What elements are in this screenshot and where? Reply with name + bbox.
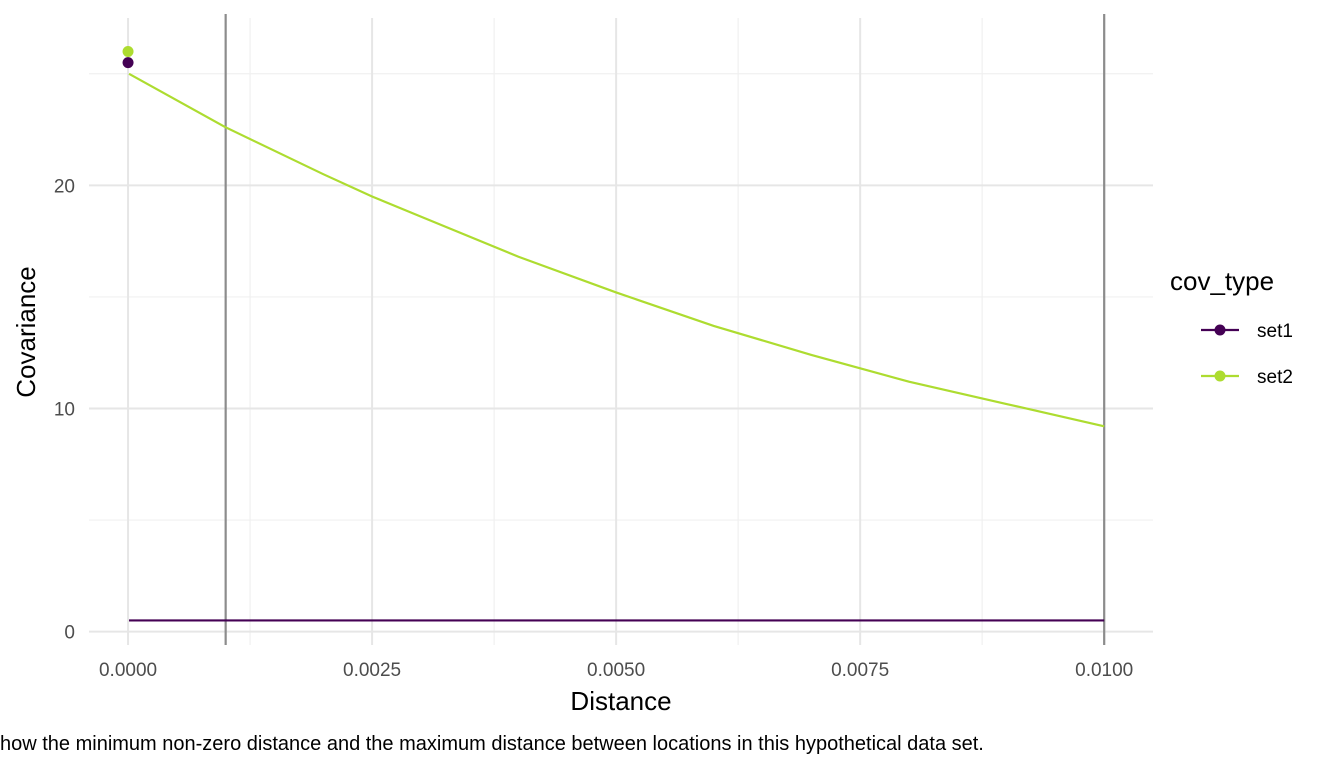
y-tick-label: 0 [64,623,75,644]
series-point-set2 [122,45,134,57]
series-point-set1 [122,57,134,69]
legend-item-set1: set1 [1201,321,1293,342]
y-axis-tick-labels: 0 10 20 [54,176,75,643]
y-tick-label: 20 [54,176,75,197]
figure-caption: how the minimum non-zero distance and th… [0,733,984,755]
legend-items: set1 set2 [1201,321,1293,388]
y-tick-label: 10 [54,399,75,420]
series-points [122,45,134,69]
legend-item-set2: set2 [1201,367,1293,388]
reference-lines [224,14,1106,645]
series-line-set2 [128,72,1105,428]
y-axis-title: Covariance [11,266,41,398]
x-axis-tick-labels: 0.0000 0.0025 0.0050 0.0075 0.0100 [99,660,1133,681]
x-tick-label: 0.0075 [831,660,889,681]
major-gridlines [89,18,1153,645]
series-lines [128,72,1105,622]
legend-title: cov_type [1170,266,1274,296]
legend-label: set2 [1257,367,1293,388]
x-tick-label: 0.0025 [343,660,401,681]
x-axis-title: Distance [570,686,671,716]
legend-label: set1 [1257,321,1293,342]
legend: cov_type set1 set2 [1170,266,1293,388]
minor-gridlines [89,18,1153,645]
legend-key-point [1214,370,1226,382]
x-tick-label: 0.0000 [99,660,157,681]
legend-key-point [1214,324,1226,336]
x-tick-label: 0.0100 [1075,660,1133,681]
x-tick-label: 0.0050 [587,660,645,681]
